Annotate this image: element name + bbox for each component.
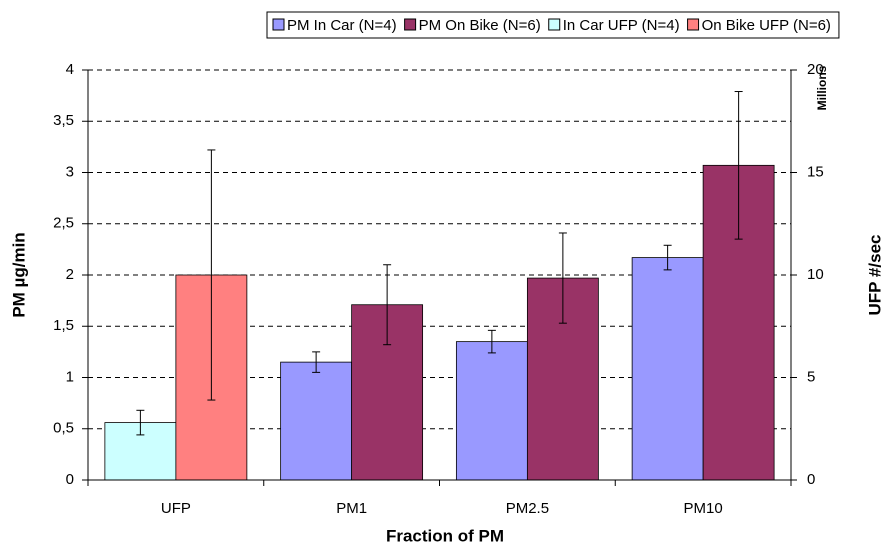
legend: PM In Car (N=4) PM On Bike (N=6) In Car UF… — [266, 11, 840, 39]
y-tick-label: 3 — [66, 163, 74, 180]
legend-swatch — [272, 18, 285, 31]
y-tick-label: 1 — [66, 368, 74, 385]
error-bar — [136, 409, 145, 436]
x-tick-label: PM10 — [684, 500, 723, 517]
error-bar — [558, 232, 567, 324]
y2-tick-label: 10 — [807, 266, 824, 283]
bar — [631, 257, 704, 481]
x-tick-label: PM1 — [336, 500, 367, 517]
legend-label: In Car UFP (N=4) — [563, 17, 680, 34]
error-bar — [207, 149, 216, 401]
bar — [280, 361, 353, 481]
y-tick-label: 2 — [66, 266, 74, 283]
error-bar — [383, 264, 392, 346]
legend-swatch — [548, 18, 561, 31]
x-tick-label: UFP — [161, 500, 191, 517]
x-axis-label: Fraction of PM — [386, 526, 504, 545]
y2-axis-label: UFP #/sec — [865, 235, 884, 316]
y-tick-label: 0 — [66, 471, 74, 488]
y2-tick-label: 5 — [807, 368, 815, 385]
error-bar — [312, 351, 321, 373]
y2-tick-label: 20 — [807, 61, 824, 78]
y-tick-label: 3,5 — [53, 112, 74, 129]
y2-tick-label: 15 — [807, 163, 824, 180]
error-bar — [487, 329, 496, 354]
error-bar — [663, 244, 672, 271]
legend-label: PM In Car (N=4) — [287, 17, 397, 34]
y-axis-label: PM µg/min — [9, 232, 28, 317]
x-tick-label: PM2.5 — [506, 500, 549, 517]
y-tick-label: 0,5 — [53, 420, 74, 437]
y-tick-label: 1,5 — [53, 317, 74, 334]
error-bar — [734, 91, 743, 240]
bar — [455, 341, 528, 481]
y2-unit: Millions — [815, 65, 829, 110]
legend-swatch — [687, 18, 700, 31]
y2-tick-label: 0 — [807, 471, 815, 488]
legend-swatch — [404, 18, 417, 31]
y-tick-label: 4 — [66, 61, 74, 78]
legend-label: On Bike UFP (N=6) — [702, 17, 831, 34]
y-tick-label: 2,5 — [53, 215, 74, 232]
legend-label: PM On Bike (N=6) — [419, 17, 541, 34]
